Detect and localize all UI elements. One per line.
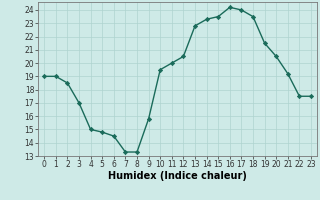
X-axis label: Humidex (Indice chaleur): Humidex (Indice chaleur) <box>108 171 247 181</box>
